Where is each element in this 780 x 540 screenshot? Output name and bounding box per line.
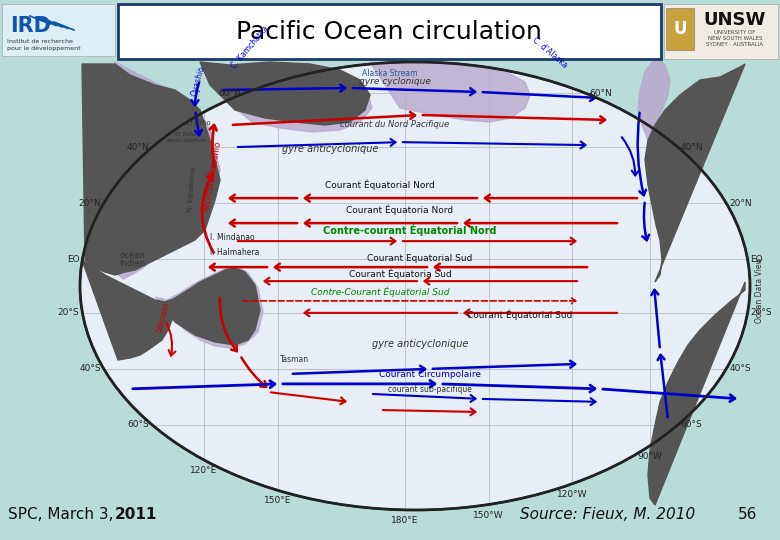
Polygon shape <box>115 62 220 279</box>
Text: Tasman: Tasman <box>281 355 310 364</box>
Text: 120°E: 120°E <box>190 466 218 475</box>
Text: 20°N: 20°N <box>729 199 752 207</box>
Text: Courant Équatorial Nord: Courant Équatorial Nord <box>325 180 435 190</box>
Polygon shape <box>82 260 175 360</box>
Polygon shape <box>210 75 372 132</box>
Text: 40°S: 40°S <box>729 364 751 373</box>
Text: 40°S: 40°S <box>79 364 101 373</box>
Text: UNIVERSITY OF: UNIVERSITY OF <box>714 30 756 36</box>
Text: 40°N: 40°N <box>126 143 149 152</box>
Text: Courant Équatorial Sud: Courant Équatorial Sud <box>467 309 573 320</box>
Text: 20°S: 20°S <box>750 308 772 318</box>
Text: Récirculation: Récirculation <box>201 161 218 212</box>
Polygon shape <box>82 64 220 275</box>
Text: océan: océan <box>119 251 145 260</box>
Text: gyre anticyclonique: gyre anticyclonique <box>372 339 468 349</box>
Text: 2011: 2011 <box>115 507 158 522</box>
Text: I. Halmahera: I. Halmahera <box>210 248 260 257</box>
Text: Ocean Data View: Ocean Data View <box>756 257 764 323</box>
Text: Kuroshio: Kuroshio <box>207 140 222 177</box>
Text: gyre cyclonique: gyre cyclonique <box>359 77 431 86</box>
Text: 60°S: 60°S <box>681 420 703 429</box>
Text: Source: Fieux, M. 2010: Source: Fieux, M. 2010 <box>520 507 695 522</box>
Text: EO: EO <box>750 255 763 264</box>
FancyBboxPatch shape <box>664 4 778 59</box>
Text: Leeuwin: Leeuwin <box>154 301 172 334</box>
Text: El Niño
recirculation: El Niño recirculation <box>166 132 206 143</box>
Text: 20°N: 20°N <box>78 199 101 207</box>
Text: Oyashio: Oyashio <box>190 65 207 97</box>
Text: 40°N: 40°N <box>681 143 704 152</box>
Polygon shape <box>645 64 745 282</box>
Text: pour le développement: pour le développement <box>7 45 80 51</box>
Text: EO: EO <box>67 255 80 264</box>
Text: UNSW: UNSW <box>704 11 766 29</box>
Text: SPC, March 3,: SPC, March 3, <box>8 507 119 522</box>
Text: 60°N: 60°N <box>589 89 612 98</box>
Text: SYDNEY · AUSTRALIA: SYDNEY · AUSTRALIA <box>707 43 764 48</box>
Text: N. Equatorial: N. Equatorial <box>187 166 197 212</box>
Text: 56: 56 <box>738 507 757 522</box>
Ellipse shape <box>80 62 750 510</box>
Text: El Niño: El Niño <box>186 120 211 126</box>
Text: Contre-Courant Équatorial Sud: Contre-Courant Équatorial Sud <box>310 286 449 297</box>
Text: 20°S: 20°S <box>58 308 80 318</box>
Polygon shape <box>200 62 370 125</box>
Text: 180°E: 180°E <box>392 516 419 525</box>
Text: 60°N: 60°N <box>218 89 241 98</box>
FancyBboxPatch shape <box>666 8 694 50</box>
Polygon shape <box>158 268 260 345</box>
Text: 90°W: 90°W <box>637 452 662 461</box>
Text: Institut de recherche: Institut de recherche <box>7 39 73 44</box>
Text: 150°E: 150°E <box>264 496 292 505</box>
Polygon shape <box>155 267 263 348</box>
Text: Courant Équatoria Nord: Courant Équatoria Nord <box>346 205 453 215</box>
FancyBboxPatch shape <box>2 4 115 56</box>
Text: Contre-courant Équatorial Nord: Contre-courant Équatorial Nord <box>323 224 497 236</box>
Text: Courant Équatoria Sud: Courant Équatoria Sud <box>349 268 452 279</box>
Polygon shape <box>648 282 745 505</box>
FancyBboxPatch shape <box>118 4 661 59</box>
Text: Courant Circumpolaire: Courant Circumpolaire <box>379 370 481 379</box>
Text: C. Kamchatka: C. Kamchatka <box>229 24 271 70</box>
Text: Courant Equatorial Sud: Courant Equatorial Sud <box>367 254 473 263</box>
Polygon shape <box>370 62 530 122</box>
Text: Pacific Ocean circulation: Pacific Ocean circulation <box>236 20 542 44</box>
Text: gyre anticyclonique: gyre anticyclonique <box>282 144 378 154</box>
Text: C. d'Alaska: C. d'Alaska <box>531 36 569 70</box>
Text: I. Mindanao: I. Mindanao <box>210 233 254 242</box>
Text: Alaska Stream: Alaska Stream <box>362 69 418 78</box>
Text: courant du Nord Pacifique: courant du Nord Pacifique <box>340 120 449 129</box>
Text: 150°W: 150°W <box>473 510 504 519</box>
Text: NEW SOUTH WALES: NEW SOUTH WALES <box>707 37 762 42</box>
Text: 60°S: 60°S <box>127 420 149 429</box>
Polygon shape <box>638 58 670 140</box>
Text: 120°W: 120°W <box>557 490 587 499</box>
Text: IRD: IRD <box>10 16 51 36</box>
Text: Indien: Indien <box>119 259 145 268</box>
Text: courant sub-pacifique: courant sub-pacifique <box>388 385 472 394</box>
Text: U: U <box>673 20 686 38</box>
